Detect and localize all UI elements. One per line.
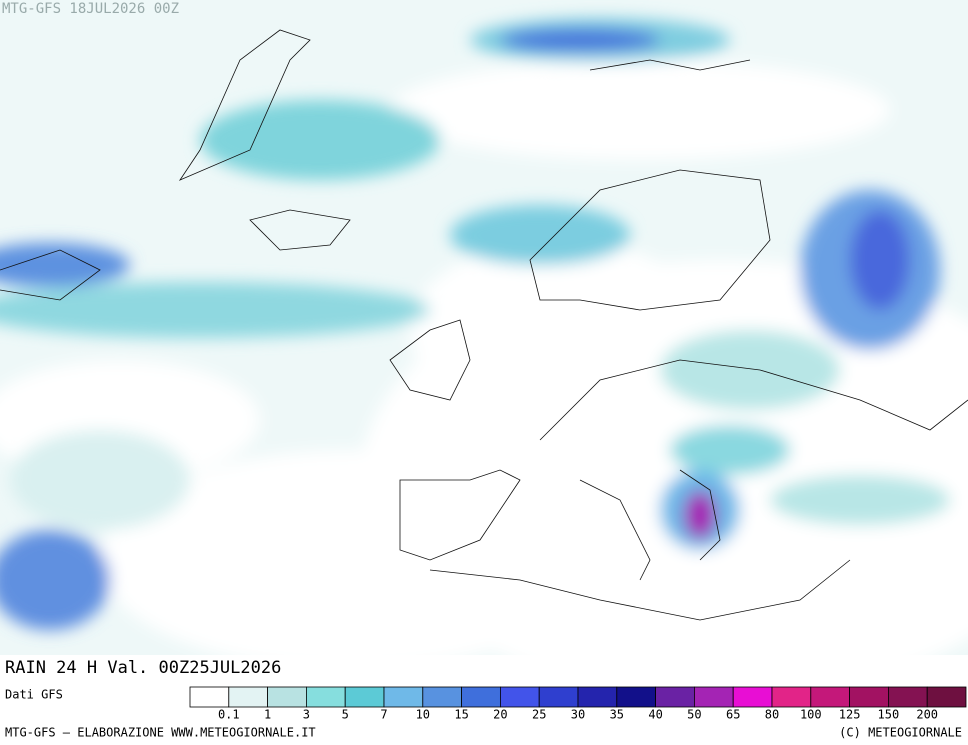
legend-swatch <box>577 686 618 708</box>
footer-right: (C) METEOGIORNALE <box>839 726 962 740</box>
legend-swatch <box>732 686 773 708</box>
legend-swatch <box>810 686 850 708</box>
legend-swatch <box>189 686 230 708</box>
legend-label: 65 <box>726 708 740 722</box>
legend-label: 100 <box>800 708 822 722</box>
legend-swatch <box>849 686 889 708</box>
legend-swatch <box>771 686 812 708</box>
legend-swatch <box>888 686 928 708</box>
legend-label: 40 <box>648 708 662 722</box>
legend-label: 5 <box>342 708 349 722</box>
legend-swatch <box>383 686 424 708</box>
coastlines <box>0 29 968 621</box>
colorbar: 0.1 1 3 5 7 10 15 20 25 30 35 40 50 65 80 100 125 150 200 <box>189 686 967 722</box>
legend-label: 1 <box>264 708 271 722</box>
legend-swatch <box>422 686 462 708</box>
legend-label: 0.1 <box>218 708 240 722</box>
legend-swatch <box>694 686 734 708</box>
legend-label: 125 <box>839 708 861 722</box>
legend-title: Dati GFS <box>5 688 63 702</box>
legend-swatch <box>267 686 307 708</box>
map <box>0 0 968 700</box>
legend-swatch <box>228 686 269 708</box>
legend-label: 200 <box>916 708 938 722</box>
legend-label: 150 <box>878 708 900 722</box>
legend-label: 3 <box>303 708 310 722</box>
legend-swatch <box>538 686 579 708</box>
caption: RAIN 24 H Val. 00Z25JUL2026 <box>5 658 281 678</box>
legend-swatch <box>461 686 501 708</box>
legend-label: 15 <box>454 708 468 722</box>
footer-left: MTG-GFS — ELABORAZIONE WWW.METEOGIORNALE… <box>5 726 316 740</box>
run-title: MTG-GFS 18JUL2026 00Z <box>2 1 179 17</box>
legend-swatch <box>499 686 540 708</box>
legend-swatch <box>344 686 385 708</box>
legend-label: 7 <box>380 708 387 722</box>
legend-label: 35 <box>610 708 624 722</box>
precip-field <box>0 18 968 700</box>
legend-label: 30 <box>571 708 585 722</box>
legend-swatch <box>926 686 967 708</box>
legend-swatch <box>616 686 656 708</box>
legend-label: 80 <box>765 708 779 722</box>
legend-swatch <box>305 686 346 708</box>
legend-label: 50 <box>687 708 701 722</box>
legend-label: 10 <box>416 708 430 722</box>
legend-swatch <box>655 686 695 708</box>
legend-label: 20 <box>493 708 507 722</box>
legend-label: 25 <box>532 708 546 722</box>
